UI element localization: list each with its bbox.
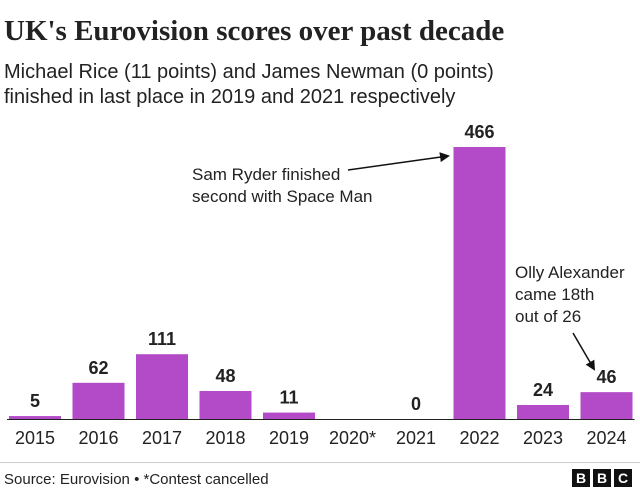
bar-2015: [9, 416, 61, 419]
chart-title: UK's Eurovision scores over past decade: [4, 15, 505, 47]
category-label-2021: 2021: [396, 428, 436, 448]
value-label-2018: 48: [215, 366, 235, 386]
subtitle-line-2: finished in last place in 2019 and 2021 …: [4, 86, 456, 108]
bar-2018: [199, 390, 252, 419]
value-label-2024: 46: [596, 367, 616, 387]
category-label-2017: 2017: [142, 428, 182, 448]
bar-2016: [72, 382, 125, 419]
value-label-2022: 466: [464, 122, 494, 142]
bar-2023: [517, 404, 569, 419]
bbc-logo-letter-3: C: [614, 469, 632, 487]
bbc-logo-letter-1: B: [572, 469, 590, 487]
category-label-2016: 2016: [78, 428, 118, 448]
category-label-2018: 2018: [205, 428, 245, 448]
category-label-2019: 2019: [269, 428, 309, 448]
bbc-logo-letter-2: B: [593, 469, 611, 487]
subtitle-line-1: Michael Rice (11 points) and James Newma…: [4, 61, 494, 83]
value-label-2015: 5: [30, 391, 40, 411]
bar-2022: [453, 147, 506, 419]
bar-2017: [136, 354, 188, 419]
annotation-2022-line-1: Sam Ryder finished: [192, 165, 340, 184]
annotation-arrow-2022: [347, 152, 450, 171]
value-label-2017: 111: [148, 329, 176, 349]
annotation-arrow-2024: [572, 332, 596, 371]
chart-subtitle: Michael Rice (11 points) and James Newma…: [4, 60, 624, 110]
bbc-logo: B B C: [572, 469, 632, 487]
footer-divider: [0, 462, 640, 463]
category-label-2015: 2015: [15, 428, 55, 448]
category-label-2024: 2024: [586, 428, 626, 448]
annotation-2024-line-1: Olly Alexander: [515, 263, 625, 282]
category-label-2023: 2023: [523, 428, 563, 448]
value-label-2019: 11: [279, 388, 298, 408]
annotation-2024-line-2: came 18th: [515, 285, 594, 304]
category-label-2022: 2022: [459, 428, 499, 448]
value-label-2021: 0: [411, 394, 421, 414]
annotation-2022-line-2: second with Space Man: [192, 187, 373, 206]
source-note: Source: Eurovision • *Contest cancelled: [4, 471, 269, 488]
bar-2019: [263, 412, 315, 419]
bar-2024: [580, 392, 633, 419]
category-label-2020: 2020*: [329, 428, 376, 448]
value-label-2023: 24: [533, 380, 553, 400]
annotation-2024-line-3: out of 26: [515, 307, 581, 326]
value-label-2016: 62: [88, 358, 108, 378]
